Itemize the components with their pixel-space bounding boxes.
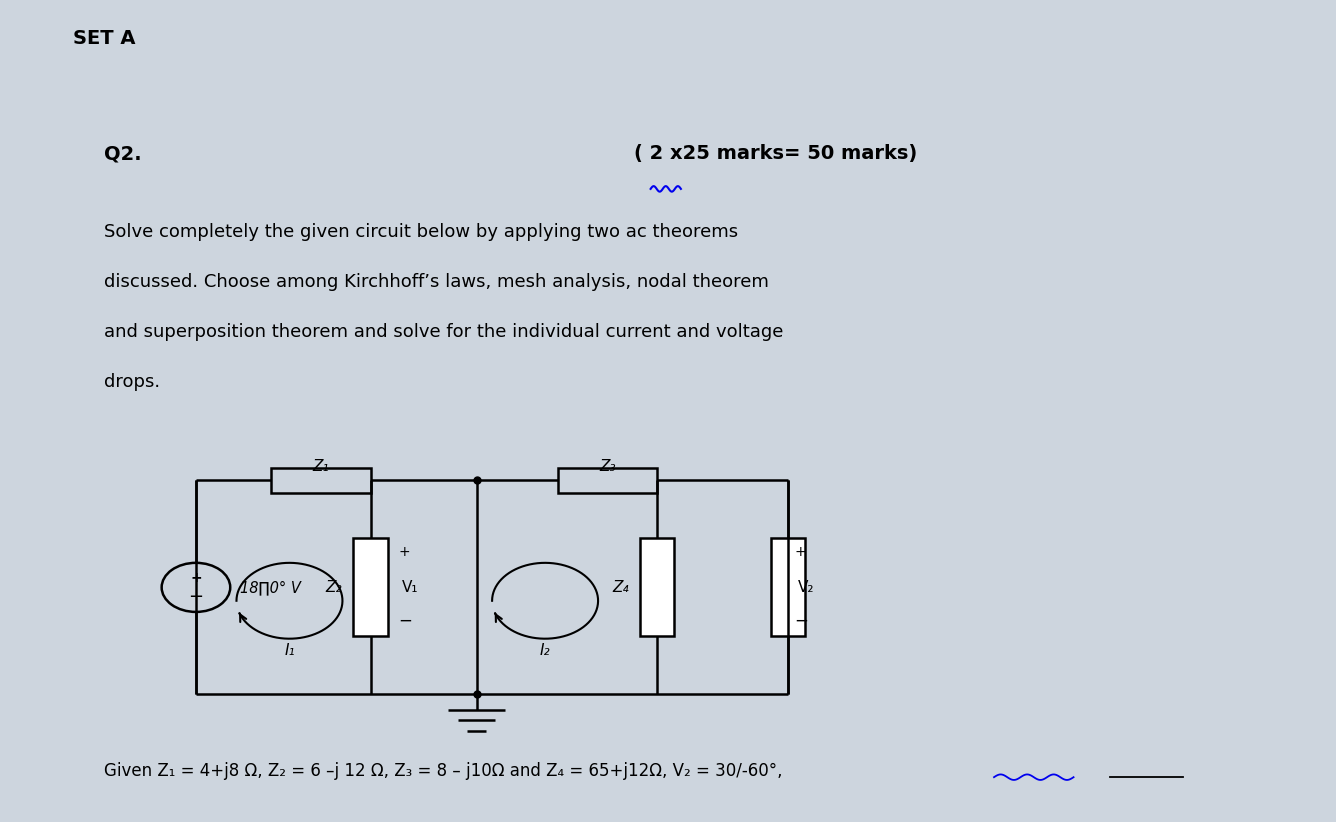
Text: −: − [795, 612, 808, 630]
Text: −: − [188, 589, 203, 606]
Text: V₁: V₁ [402, 580, 418, 595]
Text: I₁: I₁ [285, 643, 295, 658]
Bar [271, 468, 370, 492]
Text: +: + [795, 545, 806, 559]
Bar [771, 538, 806, 636]
Text: 18∏0° V: 18∏0° V [239, 580, 301, 595]
Text: Z₂: Z₂ [326, 580, 342, 595]
Text: ( 2 x25 marks= 50 marks): ( 2 x25 marks= 50 marks) [635, 144, 918, 163]
Text: V₂: V₂ [798, 580, 814, 595]
Text: and superposition theorem and solve for the individual current and voltage: and superposition theorem and solve for … [104, 323, 783, 341]
Text: Q2.: Q2. [104, 144, 142, 163]
Text: Given Z₁ = 4+j8 Ω, Z₂ = 6 –j 12 Ω, Z₃ = 8 – j10Ω and Z₄ = 65+j12Ω, V₂ = 30/-60°,: Given Z₁ = 4+j8 Ω, Z₂ = 6 –j 12 Ω, Z₃ = … [104, 762, 783, 780]
Text: I₂: I₂ [540, 643, 550, 658]
Text: SET A: SET A [73, 29, 136, 48]
Bar [557, 468, 657, 492]
Text: Solve completely the given circuit below by applying two ac theorems: Solve completely the given circuit below… [104, 224, 737, 242]
Text: Z₁: Z₁ [313, 459, 329, 473]
Bar [353, 538, 387, 636]
Text: Z₃: Z₃ [599, 459, 616, 473]
Text: +: + [398, 545, 410, 559]
Text: discussed. Choose among Kirchhoff’s laws, mesh analysis, nodal theorem: discussed. Choose among Kirchhoff’s laws… [104, 273, 768, 291]
Text: −: − [398, 612, 413, 630]
Text: Z₄: Z₄ [613, 580, 629, 595]
Text: +: + [190, 570, 202, 584]
Bar [640, 538, 675, 636]
Text: drops.: drops. [104, 372, 160, 390]
